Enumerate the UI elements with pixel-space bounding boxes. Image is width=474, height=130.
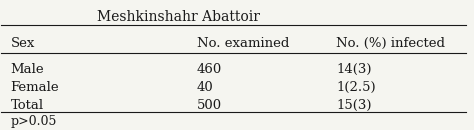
Text: Female: Female <box>11 81 59 94</box>
Text: 40: 40 <box>197 81 213 94</box>
Text: 500: 500 <box>197 99 222 112</box>
Text: No. (%) infected: No. (%) infected <box>336 37 445 50</box>
Text: Meshkinshahr Abattoir: Meshkinshahr Abattoir <box>97 10 260 24</box>
Text: Sex: Sex <box>11 37 35 50</box>
Text: 14(3): 14(3) <box>336 63 372 76</box>
Text: Male: Male <box>11 63 44 76</box>
Text: 15(3): 15(3) <box>336 99 372 112</box>
Text: Total: Total <box>11 99 44 112</box>
Text: No. examined: No. examined <box>197 37 289 50</box>
Text: 460: 460 <box>197 63 222 76</box>
Text: 1(2.5): 1(2.5) <box>336 81 376 94</box>
Text: p>0.05: p>0.05 <box>11 115 57 128</box>
